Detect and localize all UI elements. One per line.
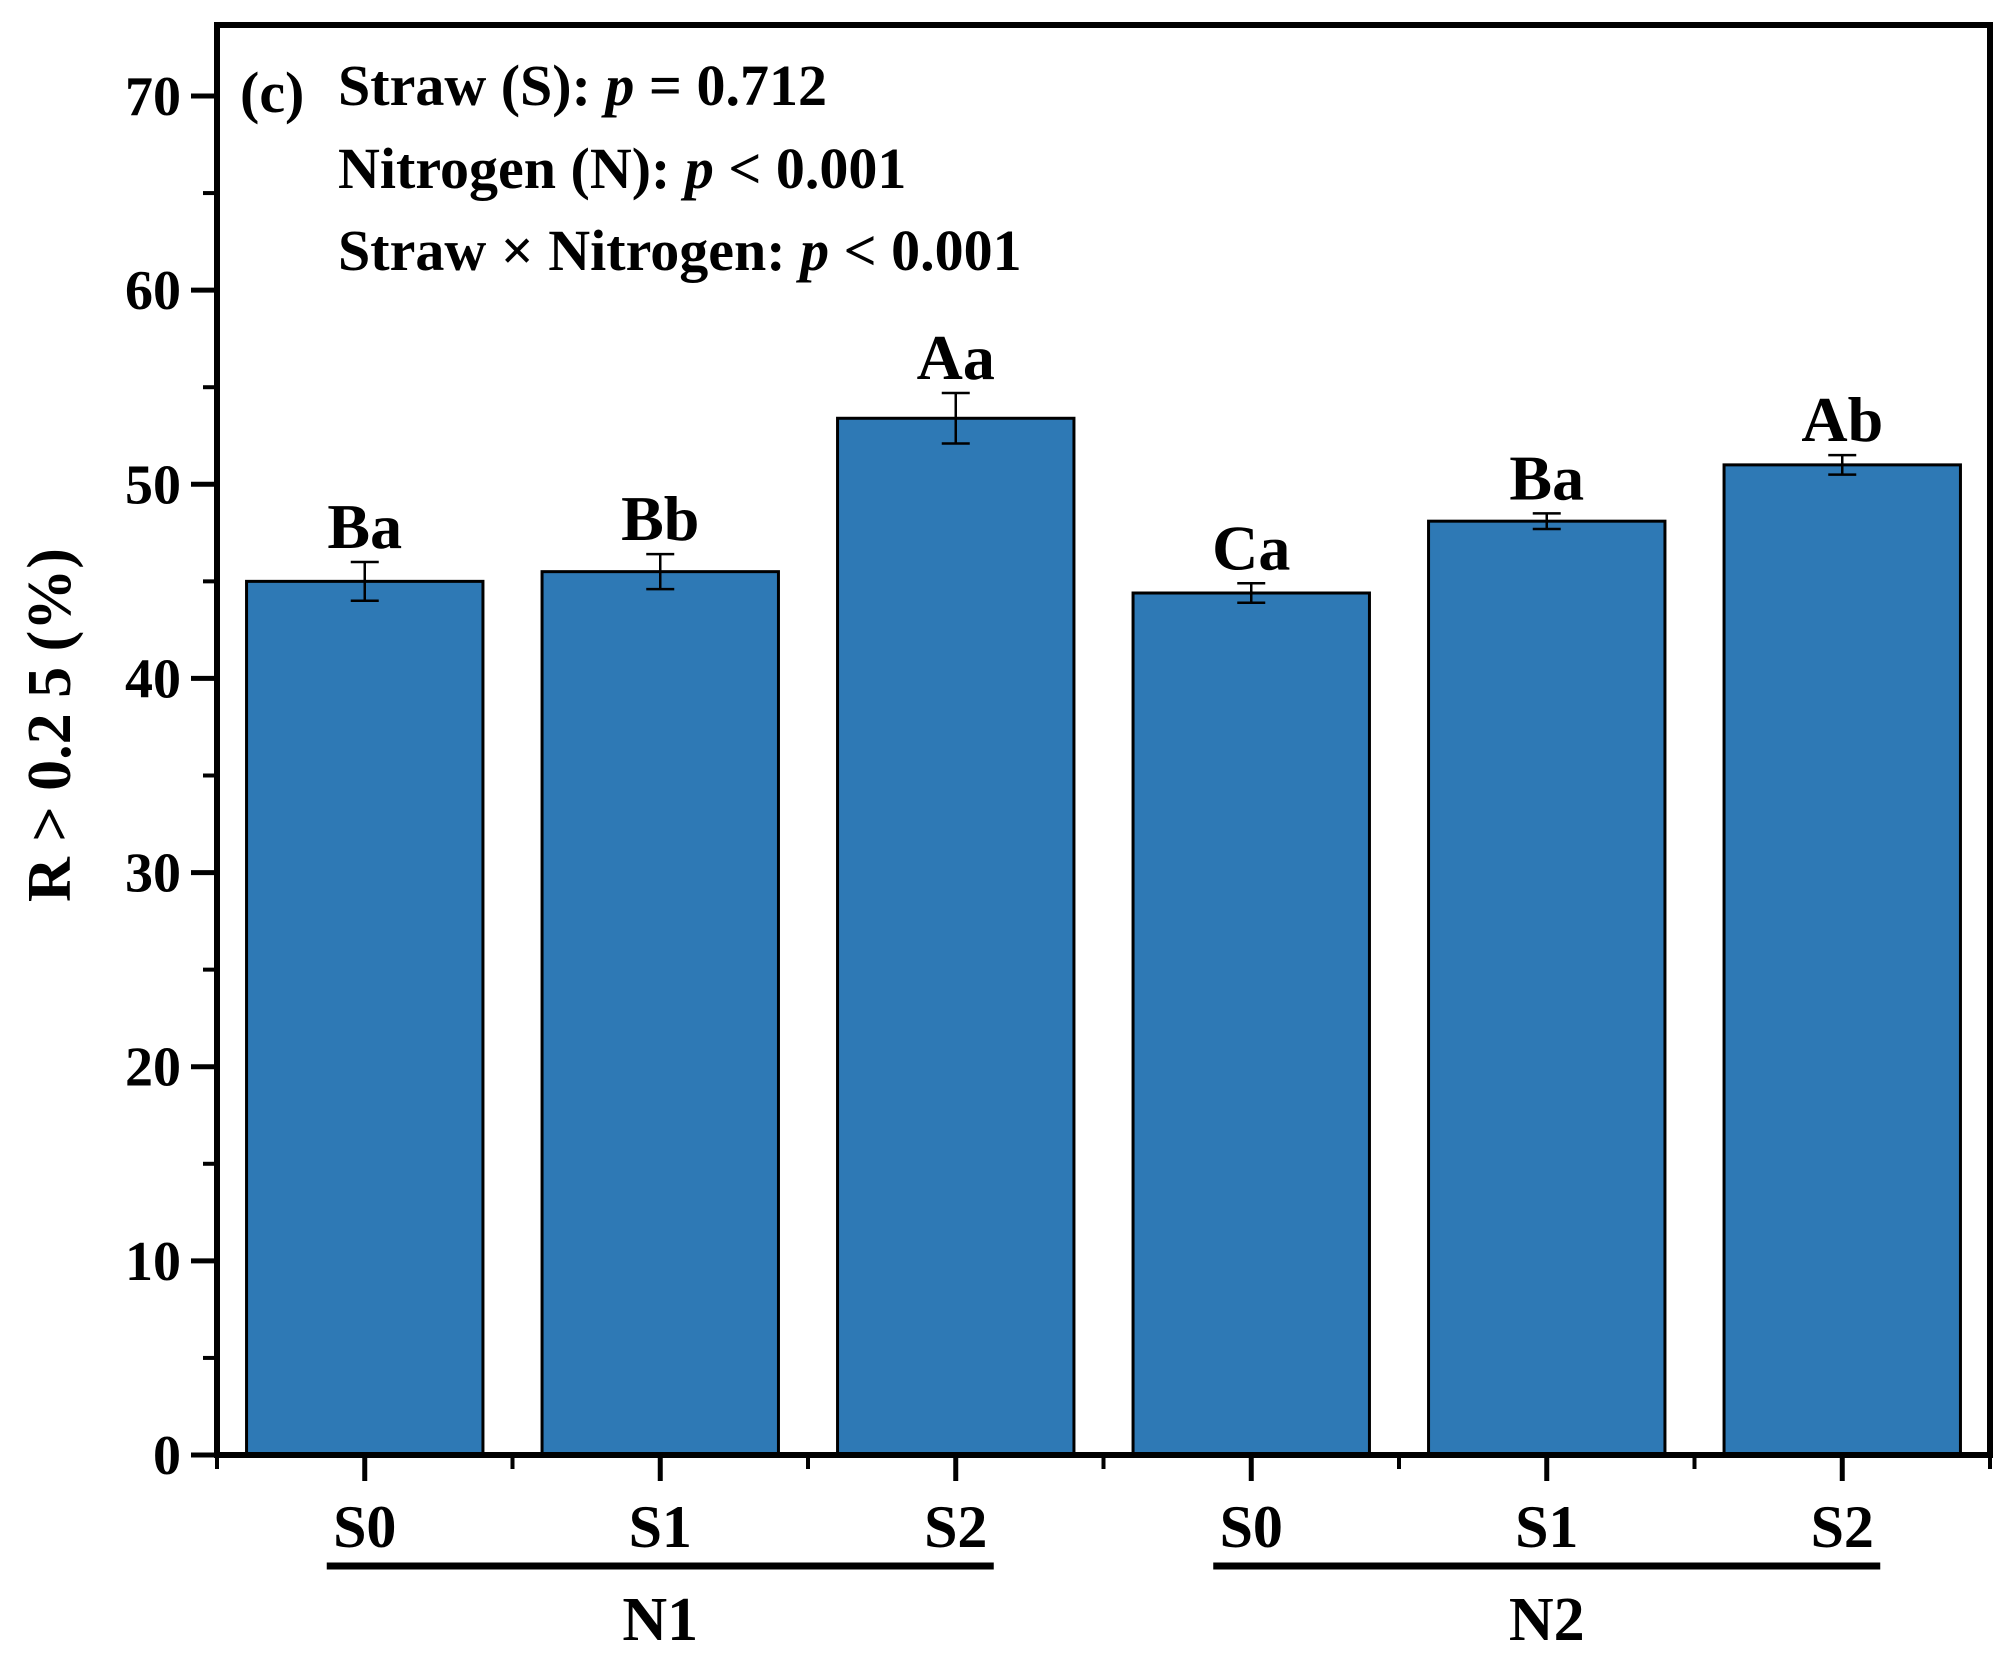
- y-tick-label: 40: [125, 648, 181, 710]
- bars-layer: [245, 416, 1962, 1457]
- significance-label-5: Ba: [1509, 442, 1584, 513]
- error-bar-1: [350, 560, 379, 603]
- significance-labels-layer: Ba Bb Aa Ca Ba Ab: [327, 322, 1883, 583]
- y-tick-label: 70: [125, 66, 181, 128]
- y-tick-label: 60: [125, 260, 181, 322]
- bar-3: [836, 416, 1076, 1457]
- y-axis-label: R > 0.2 5 (%): [16, 548, 84, 902]
- bar-6: [1722, 463, 1962, 1457]
- error-bar-5: [1532, 512, 1561, 531]
- y-tick-label: 0: [153, 1425, 181, 1487]
- x-category-label: S0: [1220, 1494, 1283, 1560]
- x-category-label: S0: [333, 1494, 396, 1560]
- error-bar-6: [1828, 453, 1857, 476]
- significance-label-3: Aa: [917, 322, 995, 393]
- significance-label-1: Ba: [327, 491, 402, 562]
- group-labels-layer: N1 N2: [326, 1562, 1881, 1654]
- x-category-label: S2: [1811, 1494, 1874, 1560]
- group-label-N2: N2: [1509, 1586, 1585, 1654]
- x-ticks-layer: S0 S1 S2 S0 S1 S2: [215, 1455, 1992, 1560]
- error-bar-2: [646, 552, 675, 591]
- x-category-label: S1: [629, 1494, 692, 1560]
- annotation-line-nitrogen: Nitrogen (N): p < 0.001: [338, 136, 906, 201]
- significance-label-4: Ca: [1212, 512, 1290, 583]
- y-ticks-layer: 0 10 20 30 40 50 60 70: [125, 66, 217, 1487]
- y-tick-label: 20: [125, 1037, 181, 1099]
- annotation-line-interaction: Straw × Nitrogen: p < 0.001: [338, 218, 1022, 283]
- bar-2: [540, 570, 780, 1457]
- bar-4: [1131, 591, 1371, 1457]
- bar-5: [1427, 519, 1667, 1457]
- annotation-line-straw: Straw (S): p = 0.712: [338, 53, 827, 118]
- y-tick-label: 30: [125, 843, 181, 905]
- panel-label: (c): [240, 60, 304, 125]
- error-bar-3: [941, 391, 970, 445]
- y-tick-label: 10: [125, 1231, 181, 1293]
- bar-1: [245, 579, 485, 1457]
- group-label-N1: N1: [622, 1586, 698, 1654]
- x-category-label: S1: [1515, 1494, 1578, 1560]
- y-tick-label: 50: [125, 454, 181, 516]
- significance-label-2: Bb: [621, 483, 699, 554]
- x-category-label: S2: [924, 1494, 987, 1560]
- error-bars-layer: [350, 391, 1857, 604]
- error-bar-4: [1237, 582, 1266, 604]
- significance-label-6: Ab: [1801, 384, 1883, 455]
